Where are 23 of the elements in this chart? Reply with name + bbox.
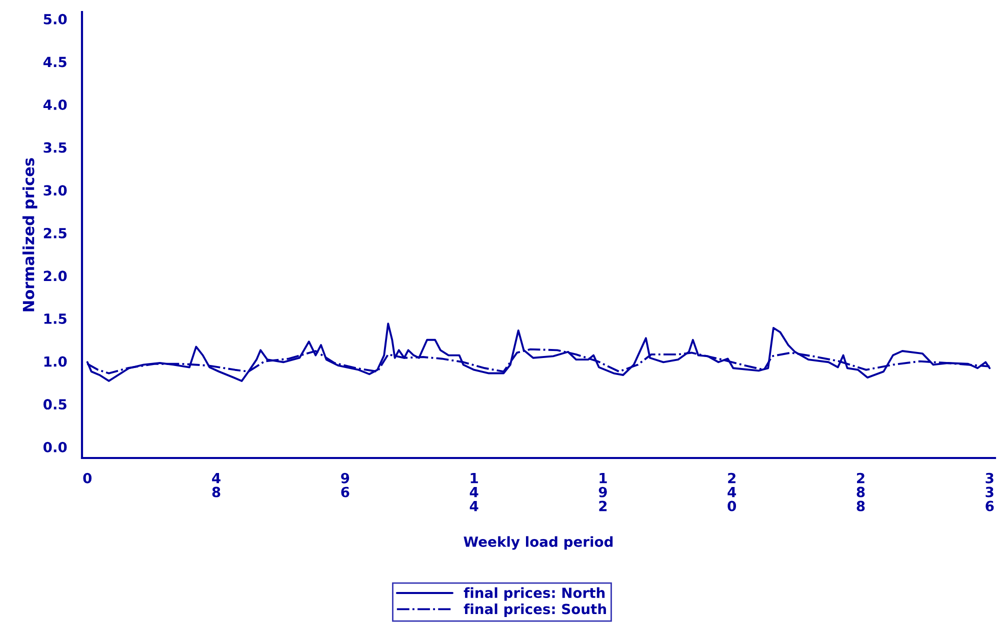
x-tick-label: 2 4 0 [728,472,736,512]
x-tick-label: 0 [83,472,92,484]
x-axis-title: Weekly load period [464,536,613,550]
y-tick-label: 4.0 [43,100,67,110]
y-tick-label: 2.5 [44,228,66,238]
y-axis-title: Normalized prices [22,158,38,312]
x-tick-label: 1 4 4 [470,473,478,512]
x-tick-label: 1 9 2 [598,473,607,512]
y-tick-label: 1.5 [44,314,66,324]
y-tick-label: 3.0 [44,185,67,196]
y-tick-label: 5.0 [44,14,67,24]
y-tick-label: 0.0 [43,442,67,452]
y-tick-label: 2.0 [44,270,67,282]
y-tick-label: 1.0 [44,356,67,367]
x-tick-label: 2 8 8 [856,472,865,512]
y-tick-label: 3.5 [44,142,66,153]
y-tick-label: 0.5 [43,399,66,410]
x-tick-label: 3 3 6 [986,472,994,512]
y-tick-label: 4.5 [43,56,66,68]
legend-label: final prices: North [464,587,605,601]
x-tick-label: 4 8 [212,473,220,498]
x-tick-label: 9 6 [341,472,350,498]
legend-label: final prices: South [464,603,606,617]
